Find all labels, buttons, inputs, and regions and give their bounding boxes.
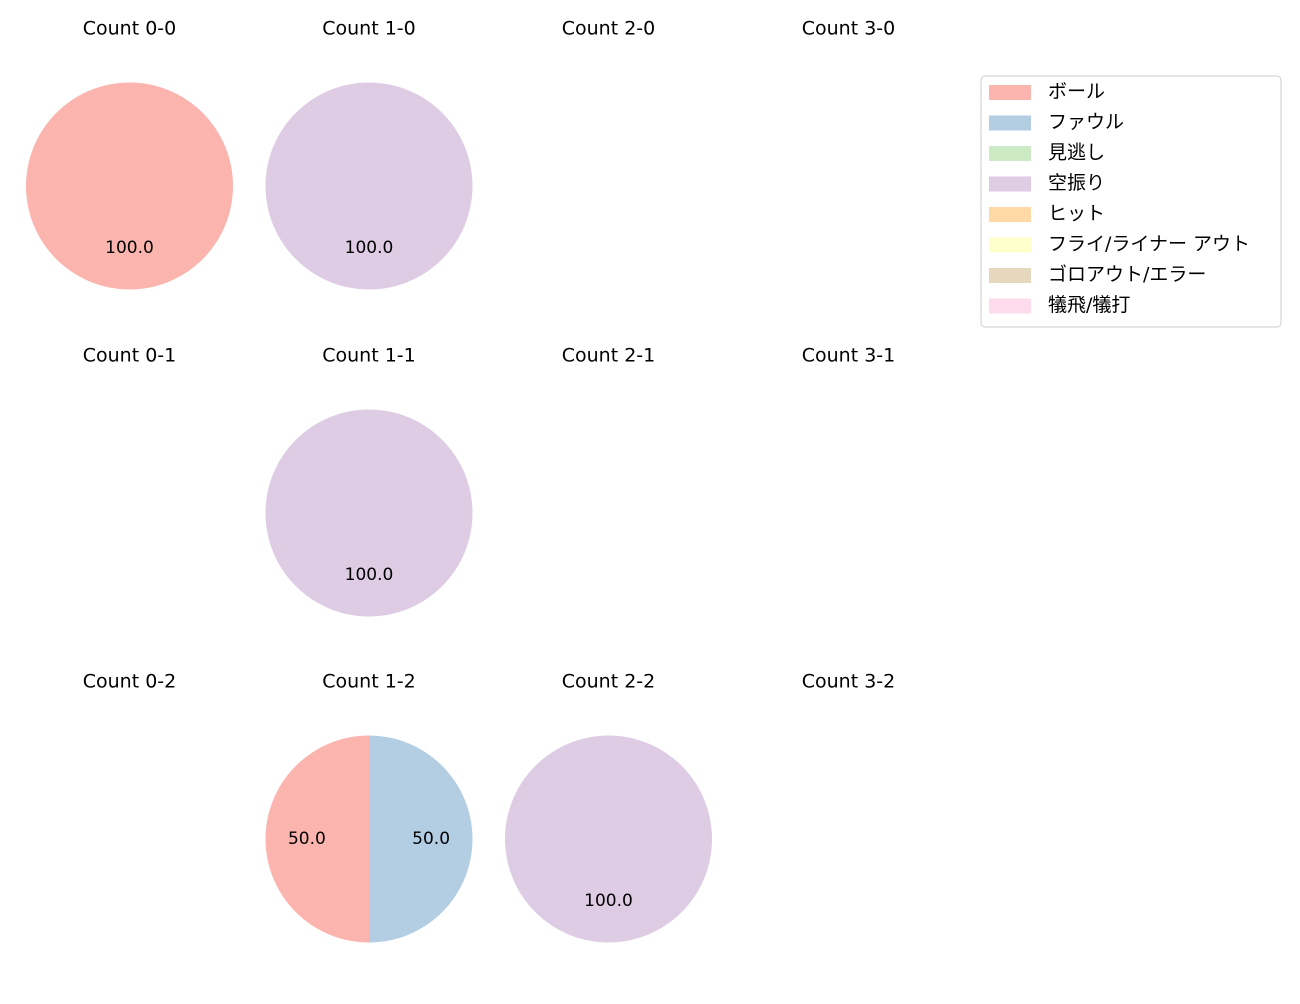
pie-panel: Count 0-1 <box>83 345 177 367</box>
slice-label: 100.0 <box>345 565 394 585</box>
legend-swatch <box>989 115 1031 131</box>
panel-title: Count 3-1 <box>802 345 896 367</box>
panel-title: Count 2-0 <box>562 18 656 40</box>
slice-label: 50.0 <box>412 829 450 849</box>
pie-panel: Count 3-2 <box>802 671 896 693</box>
panel-title: Count 0-2 <box>83 671 177 693</box>
legend-label: ヒット <box>1048 203 1105 225</box>
pie-slice <box>265 735 369 943</box>
legend-label: 犠飛/犠打 <box>1048 294 1130 316</box>
legend-swatch <box>989 298 1031 314</box>
legend-swatch <box>989 146 1031 161</box>
pie-panel: Count 2-1 <box>562 345 656 367</box>
panel-title: Count 0-1 <box>83 345 177 367</box>
pie-panel: Count 3-1 <box>802 345 896 367</box>
legend-label: ファウル <box>1048 111 1124 133</box>
pie-panel: Count 2-0 <box>562 18 656 40</box>
legend-label: ボール <box>1048 81 1105 103</box>
slice-label: 100.0 <box>345 238 394 258</box>
pie-panel: Count 2-2 100.0 <box>505 671 712 943</box>
panel-title: Count 0-0 <box>83 18 177 40</box>
legend-label: 空振り <box>1048 172 1105 194</box>
legend-frame <box>980 75 1282 328</box>
pie-panel: Count 0-0 100.0 <box>26 18 233 290</box>
pie-panel: Count 0-2 <box>83 671 177 693</box>
pie-slice <box>505 735 712 943</box>
legend-swatch <box>989 176 1031 192</box>
legend-label: 見逃し <box>1048 142 1105 164</box>
legend-swatch <box>989 237 1031 253</box>
panel-title: Count 1-1 <box>322 345 416 367</box>
slice-label: 100.0 <box>584 891 633 911</box>
pie-panel: Count 3-0 <box>802 18 896 40</box>
panel-title: Count 3-2 <box>802 671 896 693</box>
legend-label: ゴロアウト/エラー <box>1048 264 1206 286</box>
panel-title: Count 3-0 <box>802 18 896 40</box>
pie-panel: Count 1-2 50.0 50.0 <box>265 671 473 943</box>
panel-title: Count 1-2 <box>322 671 416 693</box>
panel-title: Count 2-1 <box>562 345 656 367</box>
legend-swatch <box>989 85 1031 100</box>
slice-label: 50.0 <box>288 829 326 849</box>
pie-slice <box>265 82 473 290</box>
pie-slice <box>369 735 473 943</box>
pie-panel: Count 1-0 100.0 <box>265 18 473 290</box>
pie-slice <box>26 82 233 290</box>
pie-panel: Count 1-1 100.0 <box>265 345 473 617</box>
panel-title: Count 1-0 <box>322 18 416 40</box>
legend-swatch <box>989 268 1031 283</box>
legend-swatch <box>989 207 1031 222</box>
panel-title: Count 2-2 <box>562 671 656 693</box>
pie-slice <box>265 409 473 617</box>
legend-label: フライ/ライナー アウト <box>1048 233 1250 255</box>
slice-label: 100.0 <box>105 238 154 258</box>
